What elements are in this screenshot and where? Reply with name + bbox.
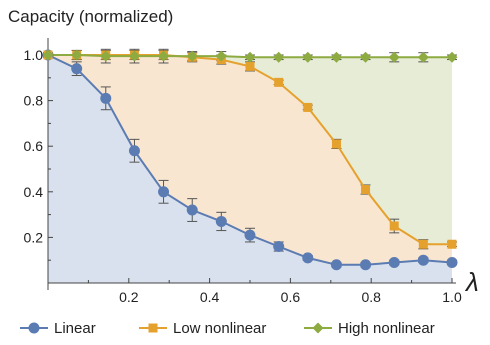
data-point-1-11 xyxy=(361,185,371,195)
axis-ticks: 0.2 0.4 0.6 0.8 1.0 0.2 0.4 0.6 0.8 1.0 xyxy=(24,47,462,305)
data-point-2-8 xyxy=(273,51,285,63)
x-tick-label: 0.6 xyxy=(281,289,301,305)
data-point-2-6 xyxy=(215,50,227,62)
data-point-0-10 xyxy=(330,259,342,271)
data-point-2-3 xyxy=(128,50,140,62)
y-tick-label: 0.8 xyxy=(24,93,44,109)
data-point-2-1 xyxy=(71,49,83,61)
data-point-1-13 xyxy=(418,239,428,249)
data-point-2-4 xyxy=(158,50,170,62)
x-tick-label: 0.4 xyxy=(200,289,220,305)
legend-marker-2 xyxy=(312,322,324,334)
data-point-0-13 xyxy=(417,254,429,266)
data-point-2-5 xyxy=(186,50,198,62)
data-point-1-7 xyxy=(245,61,255,71)
legend-label-1: Low nonlinear xyxy=(173,320,266,337)
data-point-0-3 xyxy=(128,145,140,157)
data-point-0-2 xyxy=(100,92,112,104)
legend: Linear Low nonlinear High nonlinear xyxy=(20,320,435,337)
axes xyxy=(47,38,456,290)
x-axis-label: λ xyxy=(464,267,479,297)
data-point-0-11 xyxy=(360,259,372,271)
data-point-2-0 xyxy=(42,49,54,61)
data-point-0-8 xyxy=(273,241,285,253)
data-point-0-1 xyxy=(71,63,83,75)
x-tick-label: 0.8 xyxy=(361,289,381,305)
legend-label-0: Linear xyxy=(54,320,96,337)
legend-marker-0 xyxy=(28,322,40,334)
x-tick-label: 0.2 xyxy=(119,289,139,305)
data-point-0-7 xyxy=(244,229,256,241)
area-fills xyxy=(48,55,452,283)
data-point-0-6 xyxy=(215,215,227,227)
legend-marker-1 xyxy=(148,323,158,333)
y-tick-label: 0.2 xyxy=(24,229,44,245)
data-point-0-14 xyxy=(446,256,458,268)
y-tick-label: 1.0 xyxy=(24,47,44,63)
series-markers xyxy=(42,49,458,271)
data-point-2-9 xyxy=(302,51,314,63)
legend-label-2: High nonlinear xyxy=(338,320,435,337)
data-point-2-10 xyxy=(330,51,342,63)
data-point-2-14 xyxy=(446,51,458,63)
y-tick-label: 0.4 xyxy=(24,184,44,200)
data-point-1-14 xyxy=(447,239,457,249)
data-point-2-7 xyxy=(244,51,256,63)
data-point-2-11 xyxy=(360,51,372,63)
data-point-1-12 xyxy=(389,221,399,231)
x-tick-label: 1.0 xyxy=(442,289,462,305)
data-point-0-5 xyxy=(186,204,198,216)
data-point-0-12 xyxy=(388,256,400,268)
area-fill-0 xyxy=(48,55,452,283)
data-point-1-10 xyxy=(331,139,341,149)
data-point-2-13 xyxy=(417,51,429,63)
data-point-0-4 xyxy=(158,186,170,198)
y-tick-label: 0.6 xyxy=(24,138,44,154)
data-point-1-8 xyxy=(274,77,284,87)
data-point-0-9 xyxy=(302,252,314,264)
data-point-2-2 xyxy=(100,50,112,62)
data-point-1-9 xyxy=(303,102,313,112)
y-axis-label: Capacity (normalized) xyxy=(8,7,173,26)
data-point-2-12 xyxy=(388,51,400,63)
